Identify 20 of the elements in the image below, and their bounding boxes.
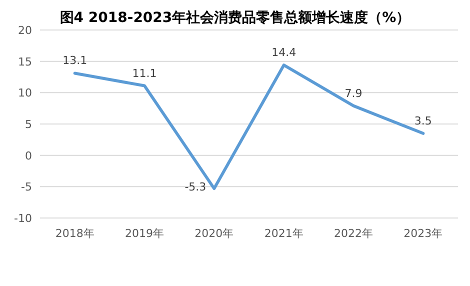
x-tick-label: 2023年 [404,227,443,240]
x-tick-label: 2020年 [194,227,234,240]
x-tick-label: 2022年 [334,227,373,240]
x-tick-label: 2019年 [125,227,164,240]
y-tick-label: 20 [18,24,32,37]
data-label: 11.1 [132,66,157,80]
y-tick-label: -5 [21,180,32,194]
y-tick-label: 0 [25,149,32,162]
data-label: 13.1 [62,54,88,68]
y-tick-label: 15 [18,55,32,68]
x-tick-label: 2018年 [55,227,94,240]
data-label: -5.3 [184,180,206,194]
x-tick-label: 2021年 [264,227,304,240]
data-label: 3.5 [414,114,432,128]
chart-title: 图4 2018-2023年社会消费品零售总额增长速度（%） [60,9,410,26]
data-label: 7.9 [344,86,362,100]
y-tick-label: 10 [18,86,32,100]
data-label: 14.4 [272,46,296,60]
y-tick-label: 5 [25,118,32,131]
y-tick-label: -10 [14,212,32,225]
